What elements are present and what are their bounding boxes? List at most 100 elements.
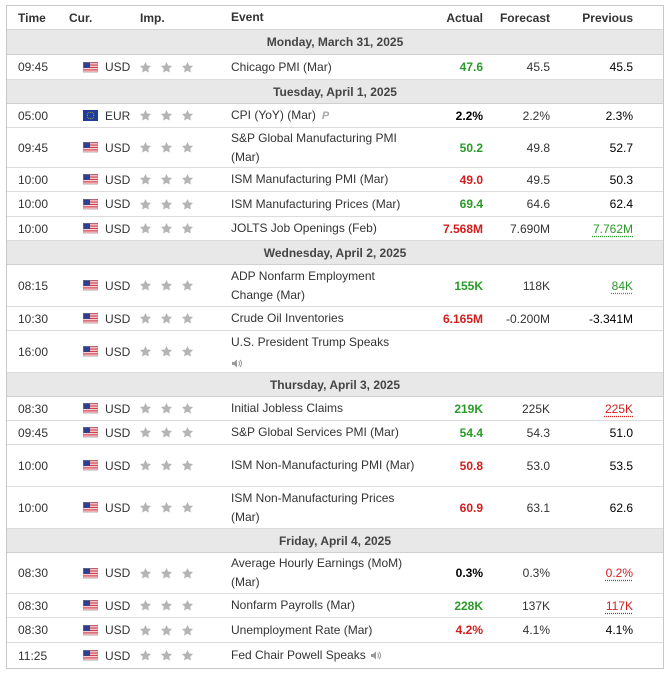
- event-previous: 51.0: [550, 426, 633, 440]
- star-icon: [181, 109, 194, 122]
- us-flag-icon: [83, 650, 98, 661]
- event-currency: USD: [65, 279, 132, 293]
- currency-code: USD: [105, 623, 131, 637]
- event-actual: 6.165M: [442, 311, 483, 326]
- event-link[interactable]: Unemployment Rate (Mar): [231, 622, 373, 637]
- table-row[interactable]: 10:00 USD ISM Non-Manufacturing Prices (Ma…: [7, 487, 663, 529]
- event-link[interactable]: ISM Non-Manufacturing PMI (Mar): [231, 458, 415, 472]
- table-row[interactable]: 09:45 USD Chicago PMI (Mar) 47.6 45.5 45.5: [7, 55, 663, 80]
- star-icon: [139, 279, 152, 292]
- event-link[interactable]: Fed Chair Powell Speaks: [231, 648, 366, 662]
- star-icon: [160, 567, 173, 580]
- table-row[interactable]: 09:45 USD S&P Global Manufacturing PMI (Ma…: [7, 128, 663, 168]
- event-name-cell: S&P Global Services PMI (Mar): [220, 423, 416, 442]
- table-row[interactable]: 08:30 USD Average Hourly Earnings (MoM) (M…: [7, 553, 663, 594]
- event-actual: 219K: [454, 401, 483, 416]
- event-name-cell: CPI (YoY) (Mar) P: [220, 106, 416, 126]
- previous-value: 225K: [604, 401, 633, 416]
- event-forecast: 49.5: [526, 172, 550, 187]
- event-time: 16:00: [18, 344, 49, 359]
- event-currency: USD: [65, 141, 132, 155]
- star-icon: [181, 501, 194, 514]
- event-currency: USD: [65, 402, 132, 416]
- star-icon: [181, 61, 194, 74]
- us-flag-icon: [83, 346, 98, 357]
- table-row[interactable]: 09:45 USD S&P Global Services PMI (Mar) 54.…: [7, 421, 663, 445]
- event-previous: 84K: [550, 279, 633, 293]
- table-row[interactable]: 16:00 USD U.S. President Trump Speaks: [7, 331, 663, 373]
- event-time: 09:45: [18, 425, 49, 440]
- table-row[interactable]: 10:00 USD ISM Manufacturing Prices (Mar) 69…: [7, 192, 663, 217]
- event-link[interactable]: Chicago PMI (Mar): [231, 59, 332, 74]
- day-header-row: Tuesday, April 1, 2025: [7, 80, 663, 104]
- table-row[interactable]: 05:00 EUR CPI (YoY) (Mar) P 2.2% 2.2% 2.3%: [7, 104, 663, 128]
- previous-value: 50.3: [609, 172, 633, 187]
- event-actual: 60.9: [459, 500, 483, 515]
- star-icon: [160, 312, 173, 325]
- star-icon: [139, 109, 152, 122]
- importance-rating: [132, 141, 220, 154]
- event-previous: 225K: [550, 402, 633, 416]
- event-link[interactable]: ISM Non-Manufacturing Prices (Mar): [231, 490, 395, 524]
- previous-value: 62.6: [609, 500, 633, 515]
- event-link[interactable]: Crude Oil Inventories: [231, 311, 344, 325]
- previous-value: 53.5: [609, 458, 633, 473]
- star-icon: [160, 61, 173, 74]
- table-row[interactable]: 10:30 USD Crude Oil Inventories 6.165M -0.20…: [7, 307, 663, 331]
- eu-flag-icon: [83, 110, 98, 121]
- table-row[interactable]: 10:00 USD JOLTS Job Openings (Feb) 7.568M 7.…: [7, 217, 663, 241]
- table-row[interactable]: 10:00 USD ISM Manufacturing PMI (Mar) 49.0 4…: [7, 168, 663, 192]
- us-flag-icon: [83, 223, 98, 234]
- header-importance[interactable]: Imp.: [140, 10, 165, 25]
- event-currency: USD: [65, 60, 132, 74]
- event-currency: USD: [65, 501, 132, 515]
- currency-code: EUR: [105, 108, 131, 123]
- event-name-cell: S&P Global Manufacturing PMI (Mar): [220, 129, 416, 167]
- event-link[interactable]: ISM Manufacturing PMI (Mar): [231, 172, 389, 186]
- event-actual: 7.568M: [442, 221, 483, 236]
- day-header-row: Wednesday, April 2, 2025: [7, 241, 663, 265]
- table-row[interactable]: 10:00 USD ISM Non-Manufacturing PMI (Mar) 5…: [7, 445, 663, 487]
- event-time: 10:00: [18, 458, 49, 473]
- header-previous[interactable]: Previous: [582, 10, 633, 25]
- table-row[interactable]: 08:30 USD Initial Jobless Claims 219K 225K 22…: [7, 397, 663, 421]
- star-icon: [160, 459, 173, 472]
- event-link[interactable]: ISM Manufacturing Prices (Mar): [231, 196, 401, 211]
- us-flag-icon: [83, 280, 98, 291]
- previous-value: 7.762M: [592, 221, 633, 236]
- event-name-cell: ISM Non-Manufacturing Prices (Mar): [220, 489, 416, 527]
- event-link[interactable]: S&P Global Services PMI (Mar): [231, 425, 399, 439]
- table-row[interactable]: 11:25 USD Fed Chair Powell Speaks: [7, 643, 663, 668]
- event-forecast: 49.8: [526, 140, 550, 155]
- table-row[interactable]: 08:30 USD Unemployment Rate (Mar) 4.2% 4.1% 4…: [7, 618, 663, 643]
- event-time: 08:30: [18, 623, 49, 637]
- event-link[interactable]: S&P Global Manufacturing PMI (Mar): [231, 130, 397, 164]
- event-actual: 50.2: [459, 140, 483, 155]
- event-link[interactable]: CPI (YoY) (Mar): [231, 107, 316, 122]
- star-icon: [160, 279, 173, 292]
- header-forecast[interactable]: Forecast: [499, 10, 550, 25]
- currency-code: USD: [105, 458, 131, 473]
- event-link[interactable]: Initial Jobless Claims: [231, 401, 344, 415]
- star-icon: [181, 567, 194, 580]
- header-actual[interactable]: Actual: [446, 10, 483, 25]
- event-link[interactable]: JOLTS Job Openings (Feb): [231, 221, 377, 235]
- day-header-row: Monday, March 31, 2025: [7, 30, 663, 55]
- header-event[interactable]: Event: [231, 10, 264, 24]
- event-link[interactable]: ADP Nonfarm Employment Change (Mar): [231, 268, 375, 302]
- us-flag-icon: [83, 198, 98, 210]
- table-row[interactable]: 08:30 USD Nonfarm Payrolls (Mar) 228K 137K 11…: [7, 594, 663, 618]
- currency-code: USD: [105, 140, 131, 155]
- header-currency[interactable]: Cur.: [69, 10, 93, 25]
- star-icon: [181, 402, 194, 415]
- event-link[interactable]: U.S. President Trump Speaks: [231, 335, 390, 349]
- event-actual: 49.0: [459, 172, 483, 187]
- header-time[interactable]: Time: [18, 10, 46, 25]
- event-link[interactable]: Average Hourly Earnings (MoM) (Mar): [231, 556, 403, 589]
- star-icon: [139, 61, 152, 74]
- event-link[interactable]: Nonfarm Payrolls (Mar): [231, 598, 356, 612]
- event-previous: -3.341M: [550, 312, 633, 326]
- event-name-cell: Nonfarm Payrolls (Mar): [220, 596, 416, 615]
- table-row[interactable]: 08:15 USD ADP Nonfarm Employment Change (M…: [7, 265, 663, 307]
- star-icon: [181, 173, 194, 186]
